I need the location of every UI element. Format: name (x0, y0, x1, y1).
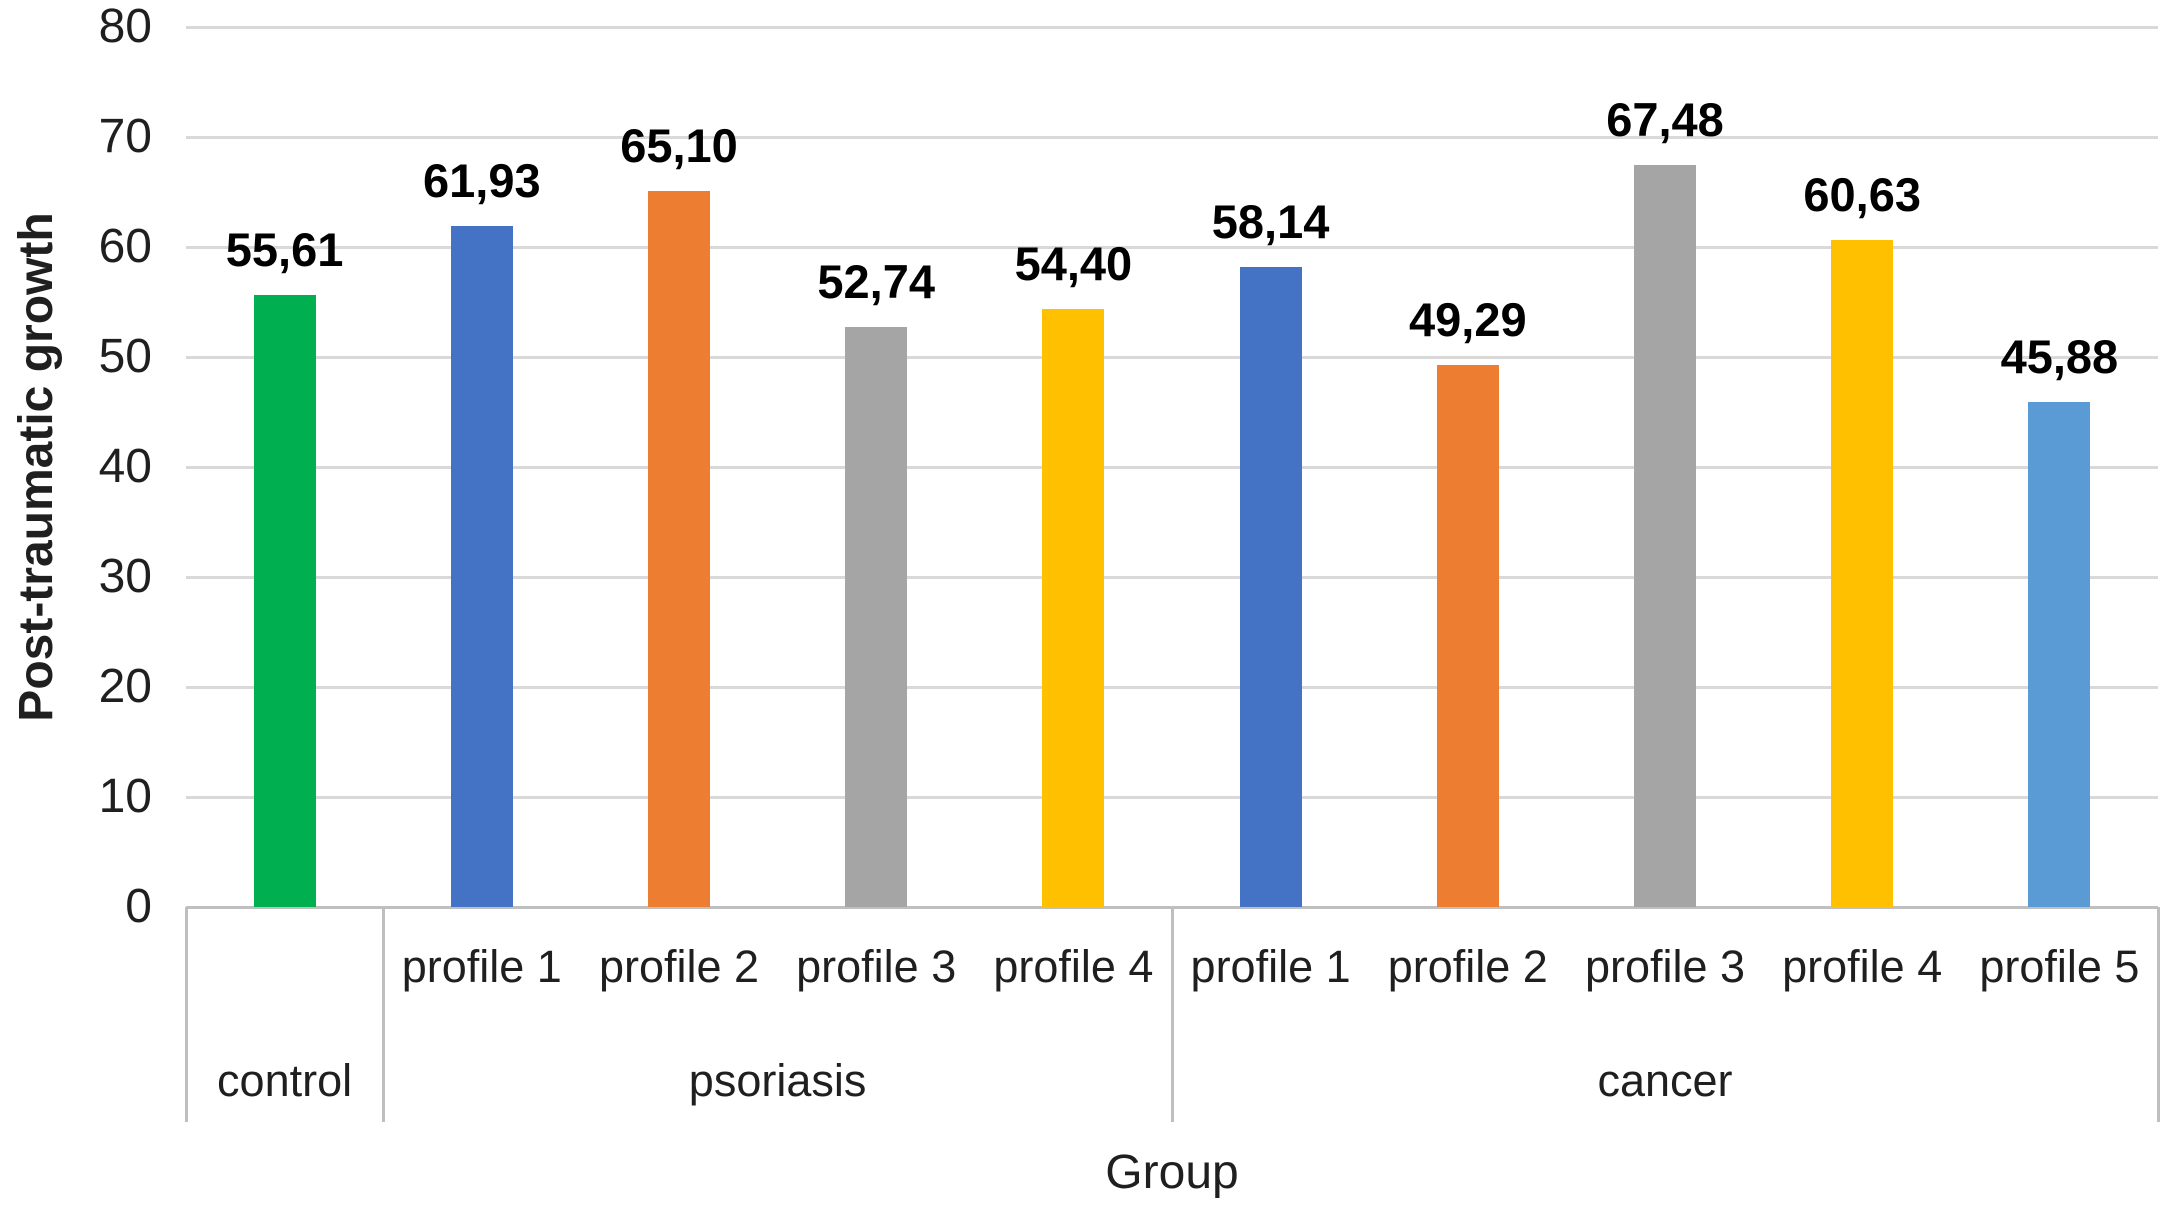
category-table-border (2156, 907, 2160, 1122)
y-tick-label: 0 (125, 880, 152, 933)
y-tick-label: 10 (98, 770, 152, 823)
bar-value-label: 54,40 (1014, 236, 1133, 290)
gridline (186, 25, 2158, 29)
category-profile-label: profile 4 (993, 941, 1154, 992)
category-table-border (381, 907, 385, 1122)
category-profile-label: profile 3 (796, 941, 957, 992)
y-tick-label: 30 (98, 550, 152, 603)
category-group-label: control (217, 1055, 353, 1106)
gridline (186, 795, 2158, 799)
bar (1239, 267, 1302, 907)
bar-value-label: 49,29 (1408, 292, 1527, 346)
bar-value-label: 55,61 (225, 223, 344, 277)
category-group-label: psoriasis (688, 1055, 867, 1106)
gridline (186, 465, 2158, 469)
x-axis-title: Group (1105, 1146, 1239, 1199)
category-profile-label: profile 1 (1190, 941, 1351, 992)
bar-value-label: 45,88 (2000, 330, 2119, 384)
bar (845, 326, 908, 907)
category-profile-label: profile 4 (1782, 941, 1943, 992)
bar-value-label: 67,48 (1606, 92, 1724, 146)
category-group-label: cancer (1597, 1055, 1733, 1106)
bar (1831, 240, 1894, 907)
category-profile-label: profile 5 (1979, 941, 2140, 992)
bar-value-label: 58,14 (1211, 195, 1330, 249)
bar (648, 190, 710, 907)
y-tick-label: 80 (98, 0, 152, 53)
gridline (186, 135, 2158, 139)
bar (2028, 402, 2091, 907)
y-tick-label: 20 (98, 660, 152, 713)
y-tick-label: 70 (98, 110, 152, 163)
bar (450, 225, 513, 907)
bar-value-label: 60,63 (1803, 168, 1921, 222)
y-tick-label: 40 (98, 440, 152, 493)
gridline (186, 355, 2158, 359)
category-profile-label: profile 3 (1584, 941, 1746, 992)
bar (253, 295, 316, 907)
bar-value-label: 65,10 (620, 118, 738, 172)
category-profile-label: profile 2 (1387, 941, 1548, 992)
category-table-border (184, 907, 188, 1122)
bar-value-label: 61,93 (422, 153, 541, 207)
category-profile-label: profile 2 (598, 941, 760, 992)
bar (1436, 364, 1499, 907)
gridline (186, 685, 2158, 689)
bar-value-label: 52,74 (817, 254, 935, 308)
bar (1634, 164, 1696, 907)
y-tick-label: 60 (98, 220, 152, 273)
gridline (186, 575, 2158, 579)
category-table-border (1170, 907, 1174, 1122)
gridline (186, 245, 2158, 249)
y-tick-label: 50 (98, 330, 152, 383)
category-profile-label: profile 1 (401, 941, 562, 992)
bar (1042, 308, 1105, 907)
